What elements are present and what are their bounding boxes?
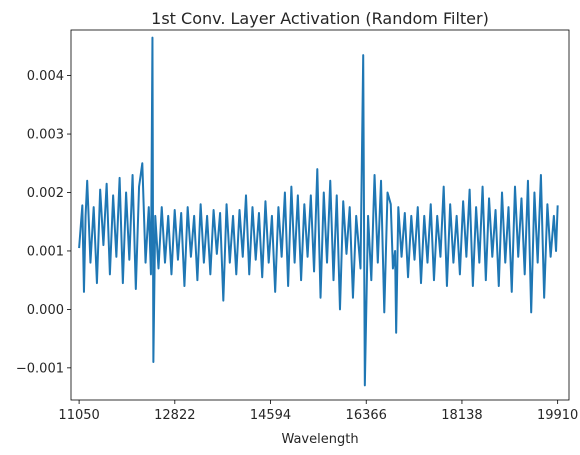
y-tick-label: −0.001 xyxy=(16,361,64,376)
x-axis-label: Wavelength xyxy=(281,432,358,447)
x-axis-ticks: 11050 12822 14594 16366 18138 19910 xyxy=(58,400,578,423)
x-tick-label: 12822 xyxy=(154,408,195,423)
x-tick-label: 11050 xyxy=(58,408,99,423)
series-line-0 xyxy=(78,36,559,387)
x-tick-label: 16366 xyxy=(346,408,387,423)
x-tick-label: 18138 xyxy=(441,408,482,423)
y-tick-label: 0.004 xyxy=(27,69,64,84)
plot-frame xyxy=(70,29,570,401)
chart-title: 1st Conv. Layer Activation (Random Filte… xyxy=(151,9,489,28)
series-layer xyxy=(78,36,559,387)
x-tick-label: 19910 xyxy=(537,408,578,423)
y-tick-label: 0.003 xyxy=(27,128,64,143)
y-tick-label: 0.002 xyxy=(27,186,64,201)
x-tick-label: 14594 xyxy=(250,408,291,423)
y-tick-label: 0.000 xyxy=(27,303,64,318)
y-tick-label: 0.001 xyxy=(27,244,64,259)
y-axis-ticks: −0.001 0.000 0.001 0.002 0.003 0.004 xyxy=(16,69,71,376)
